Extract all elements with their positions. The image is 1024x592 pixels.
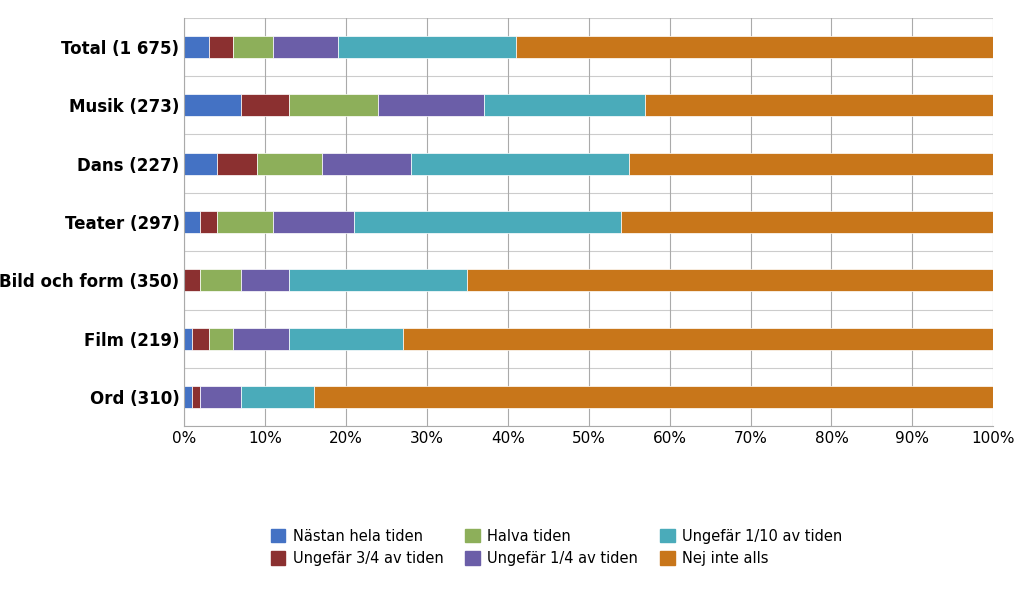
- Legend: Nästan hela tiden, Ungefär 3/4 av tiden, Halva tiden, Ungefär 1/4 av tiden, Unge: Nästan hela tiden, Ungefär 3/4 av tiden,…: [270, 529, 842, 566]
- Bar: [338, 36, 516, 58]
- Bar: [201, 386, 241, 408]
- Bar: [467, 269, 993, 291]
- Bar: [290, 327, 402, 350]
- Bar: [209, 36, 232, 58]
- Bar: [241, 269, 290, 291]
- Bar: [184, 211, 201, 233]
- Bar: [184, 386, 193, 408]
- Bar: [322, 153, 411, 175]
- Bar: [273, 36, 338, 58]
- Bar: [313, 386, 993, 408]
- Bar: [241, 386, 313, 408]
- Bar: [184, 153, 217, 175]
- Bar: [257, 153, 322, 175]
- Bar: [290, 94, 379, 117]
- Bar: [290, 269, 467, 291]
- Bar: [209, 327, 232, 350]
- Bar: [193, 386, 201, 408]
- Bar: [184, 36, 209, 58]
- Bar: [184, 327, 193, 350]
- Bar: [217, 153, 257, 175]
- Bar: [201, 211, 217, 233]
- Bar: [184, 269, 201, 291]
- Bar: [232, 36, 273, 58]
- Bar: [241, 94, 290, 117]
- Bar: [622, 211, 993, 233]
- Bar: [379, 94, 483, 117]
- Bar: [217, 211, 273, 233]
- Bar: [411, 153, 629, 175]
- Bar: [273, 211, 354, 233]
- Bar: [483, 94, 645, 117]
- Bar: [516, 36, 993, 58]
- Bar: [354, 211, 622, 233]
- Bar: [193, 327, 209, 350]
- Bar: [629, 153, 993, 175]
- Bar: [201, 269, 241, 291]
- Bar: [232, 327, 290, 350]
- Bar: [402, 327, 993, 350]
- Bar: [184, 94, 241, 117]
- Bar: [645, 94, 993, 117]
